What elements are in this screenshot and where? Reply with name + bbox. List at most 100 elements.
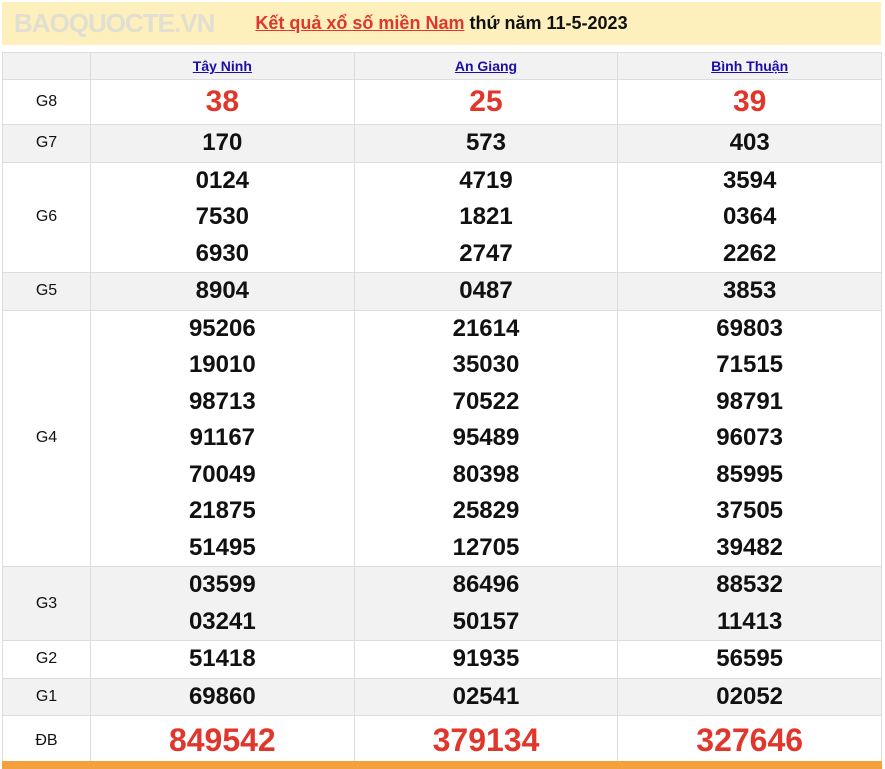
winning-number: 95206 — [188, 314, 256, 342]
winning-number: 69803 — [716, 314, 784, 342]
winning-number: 98791 — [716, 387, 784, 415]
province-link[interactable]: Bình Thuận — [711, 58, 789, 74]
prize-cell: 86496 50157 — [353, 566, 619, 641]
prize-row: G2 51418 91935 56595 — [2, 640, 882, 679]
winning-number: 37505 — [716, 497, 784, 524]
prize-row: ĐB 849542 379134 327646 — [2, 715, 882, 766]
prize-row: G4 95206 19010 98713 91167 70049 21875 51495 216… — [2, 309, 882, 567]
prize-cell: 69803 71515 98791 96073 85995 37505 39482 — [617, 309, 882, 567]
prize-row: G8 38 25 39 — [2, 79, 882, 125]
winning-number: 21875 — [188, 497, 256, 524]
winning-number: 50157 — [452, 607, 520, 635]
winning-number: 0487 — [459, 277, 513, 304]
winning-number: 03241 — [188, 607, 256, 635]
province-link[interactable]: Tây Ninh — [192, 58, 252, 74]
winning-number: 69860 — [188, 682, 256, 710]
winning-number: 03599 — [188, 571, 256, 598]
prize-row: G6 0124 7530 6930 4719 1821 2747 3594 0364 2262 — [2, 161, 882, 273]
winning-number: 70522 — [452, 387, 520, 415]
winning-number: 91935 — [452, 645, 520, 672]
winning-number: 25829 — [452, 497, 520, 524]
prize-cell: 379134 — [353, 715, 619, 766]
winning-number: 70049 — [188, 460, 256, 488]
prize-label: G3 — [2, 566, 91, 641]
winning-number: 95489 — [452, 424, 520, 451]
province-header-row: Tây Ninh An Giang Bình Thuận — [2, 52, 882, 80]
winning-number: 11413 — [716, 607, 783, 635]
prize-cell: 327646 — [617, 715, 882, 766]
winning-number: 21614 — [452, 314, 520, 342]
prize-cell: 0124 7530 6930 — [90, 161, 355, 273]
prize-cell: 573 — [353, 124, 619, 163]
prize-label: G4 — [2, 309, 91, 567]
prize-cell: 403 — [617, 124, 882, 163]
winning-number: 96073 — [716, 424, 784, 451]
winning-number: 39482 — [716, 533, 784, 561]
prize-cell: 3594 0364 2262 — [617, 161, 882, 273]
winning-number: 71515 — [716, 351, 784, 378]
prize-row: G3 03599 03241 86496 50157 88532 11413 — [2, 566, 882, 641]
prize-cell: 69860 — [90, 677, 355, 716]
prize-label: G7 — [2, 124, 91, 163]
winning-number: 0124 — [195, 166, 250, 194]
winning-number: 51495 — [188, 533, 256, 561]
prize-cell: 95206 19010 98713 91167 70049 21875 51495 — [90, 309, 355, 567]
results-title-link[interactable]: Kết quả xổ số miền Nam — [255, 13, 465, 33]
winning-number: 3853 — [722, 277, 777, 304]
winning-number: 170 — [202, 129, 243, 156]
prize-cell: 03599 03241 — [90, 566, 355, 641]
prize-cell: 4719 1821 2747 — [353, 161, 619, 273]
province-link[interactable]: An Giang — [454, 58, 518, 74]
winning-number: 98713 — [188, 387, 256, 415]
winning-number: 2747 — [459, 239, 513, 267]
prize-cell: 849542 — [90, 715, 355, 766]
winning-number: 02052 — [716, 682, 784, 710]
prize-label: ĐB — [2, 715, 91, 766]
winning-number: 4719 — [459, 166, 513, 194]
prize-cell: 02052 — [617, 677, 882, 716]
winning-number: 91167 — [189, 424, 256, 451]
winning-number: 25 — [469, 84, 503, 118]
footer-bar — [2, 761, 882, 769]
prize-cell: 51418 — [90, 640, 355, 679]
prize-cell: 91935 — [353, 640, 619, 679]
results-title: Kết quả xổ số miền Nam thứ năm 11-5-2023 — [2, 2, 881, 45]
lottery-results-table: Tây Ninh An Giang Bình Thuận G8 38 25 39 G7 1… — [2, 52, 882, 766]
winning-number: 38 — [205, 84, 240, 118]
prize-row: G7 170 573 403 — [2, 124, 882, 163]
prize-cell: 3853 — [617, 272, 882, 311]
winning-number: 6930 — [195, 239, 250, 267]
prize-cell: 170 — [90, 124, 355, 163]
prize-cell: 0487 — [353, 272, 619, 311]
winning-number: 327646 — [696, 722, 804, 759]
prize-label: G1 — [2, 677, 91, 716]
winning-number: 3594 — [722, 166, 777, 194]
winning-number: 849542 — [168, 722, 276, 759]
prize-row: G5 8904 0487 3853 — [2, 272, 882, 311]
prize-cell: 38 — [90, 79, 355, 125]
winning-number: 85995 — [716, 460, 784, 488]
winning-number: 1821 — [459, 203, 513, 230]
prize-cell: 56595 — [617, 640, 882, 679]
winning-number: 7530 — [195, 203, 250, 230]
winning-number: 403 — [729, 129, 770, 156]
winning-number: 35030 — [452, 351, 520, 378]
prize-row: G1 69860 02541 02052 — [2, 677, 882, 716]
winning-number: 573 — [465, 129, 506, 156]
winning-number: 2262 — [722, 239, 777, 267]
winning-number: 12705 — [452, 533, 520, 561]
empty-header-cell — [2, 52, 91, 80]
winning-number: 88532 — [716, 571, 784, 598]
prize-cell: 88532 11413 — [617, 566, 882, 641]
prize-label: G5 — [2, 272, 91, 311]
winning-number: 86496 — [452, 571, 520, 598]
prize-cell: 21614 35030 70522 95489 80398 25829 12705 — [353, 309, 619, 567]
prize-cell: 02541 — [353, 677, 619, 716]
prize-label: G2 — [2, 640, 91, 679]
results-date: thứ năm 11-5-2023 — [464, 13, 628, 33]
winning-number: 19010 — [188, 351, 256, 378]
winning-number: 39 — [732, 84, 767, 118]
winning-number: 56595 — [716, 645, 784, 672]
prize-label: G8 — [2, 79, 91, 125]
winning-number: 8904 — [195, 277, 250, 304]
